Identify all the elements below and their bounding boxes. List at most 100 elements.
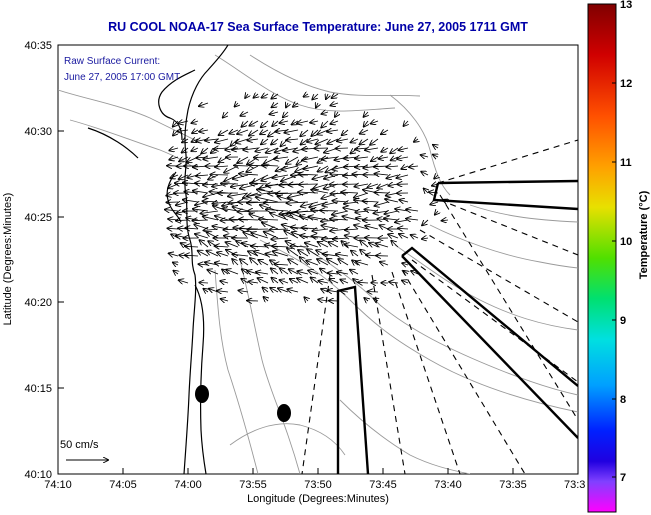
current-vector	[321, 120, 329, 128]
current-vector	[262, 165, 279, 166]
current-vector	[387, 166, 399, 167]
current-vector	[280, 268, 289, 275]
colorbar-tick-label: 7	[620, 472, 626, 484]
current-vector	[327, 259, 339, 266]
current-vector	[380, 225, 389, 229]
current-vector	[380, 262, 389, 265]
current-vector	[411, 235, 419, 238]
current-vector	[235, 103, 238, 107]
current-vector	[304, 94, 308, 97]
current-vector	[297, 278, 309, 284]
current-vector	[345, 245, 359, 248]
current-vector	[409, 166, 419, 167]
current-annotation-line1: Raw Surface Current:	[64, 56, 160, 67]
current-vector	[286, 103, 288, 107]
current-vector	[401, 166, 409, 169]
y-tick-label: 40:25	[24, 212, 52, 224]
current-vector	[299, 174, 319, 175]
current-vector	[286, 139, 299, 140]
y-tick-label: 40:35	[24, 40, 52, 52]
current-vector	[371, 121, 379, 124]
current-vector	[422, 238, 429, 239]
current-vector	[221, 220, 239, 221]
current-vector	[421, 155, 429, 157]
chart-title: RU COOL NOAA-17 Sea Surface Temperature:…	[108, 20, 528, 34]
current-vector	[228, 192, 249, 196]
current-vector	[433, 155, 438, 157]
current-vector	[271, 94, 279, 99]
current-vector	[199, 283, 209, 284]
current-vector	[258, 278, 269, 284]
current-vector	[170, 175, 179, 178]
current-vector	[305, 243, 319, 248]
current-vector	[381, 148, 389, 152]
current-vector	[191, 148, 199, 151]
colorbar-label: Temperature (°C)	[638, 190, 650, 279]
current-vector	[280, 280, 289, 283]
current-vector	[397, 175, 409, 178]
current-vector	[274, 157, 289, 159]
current-vector	[239, 219, 259, 220]
colorbar-tick-label: 13	[620, 0, 632, 11]
current-vector	[379, 157, 389, 159]
current-vector	[322, 112, 329, 114]
current-vector	[360, 130, 369, 134]
current-vector	[215, 139, 229, 142]
current-vector	[217, 291, 229, 292]
current-vector	[195, 234, 209, 239]
current-vector	[182, 148, 189, 153]
current-vector	[298, 250, 309, 257]
current-vector	[251, 233, 269, 239]
current-vector	[404, 271, 408, 274]
current-vector	[272, 278, 279, 284]
colorbar-tick-label: 12	[620, 78, 632, 90]
current-vector	[223, 111, 228, 118]
current-vector	[262, 94, 269, 98]
current-vector	[293, 103, 298, 107]
current-vector	[259, 219, 279, 220]
current-vector	[276, 193, 299, 194]
current-vector	[254, 94, 258, 98]
current-vector	[391, 241, 399, 248]
current-vector	[232, 259, 239, 266]
current-vector	[300, 129, 309, 136]
current-vector	[434, 175, 438, 179]
current-vector	[311, 190, 329, 193]
current-vector	[404, 121, 409, 126]
current-vector	[328, 290, 339, 292]
current-vector	[169, 253, 179, 256]
current-vector	[240, 259, 249, 266]
current-vector	[272, 103, 279, 107]
current-vector	[248, 139, 259, 140]
current-vector	[389, 282, 399, 283]
current-vector	[337, 139, 349, 141]
current-vector	[199, 130, 209, 132]
current-vector	[327, 130, 339, 132]
current-vector	[337, 272, 349, 274]
current-vector	[381, 130, 389, 134]
current-vector	[201, 147, 209, 154]
current-vector	[422, 219, 429, 225]
current-vector	[297, 271, 309, 274]
current-vector	[271, 268, 279, 275]
current-vector	[179, 280, 189, 283]
current-vector	[237, 156, 249, 163]
current-vector	[282, 165, 299, 170]
current-vector	[328, 242, 339, 248]
current-vector	[424, 189, 428, 193]
current-vector	[397, 157, 409, 159]
y-tick-label: 40:15	[24, 383, 52, 395]
current-vector	[234, 165, 249, 166]
current-vector	[192, 130, 199, 133]
current-vector	[368, 292, 379, 293]
current-vector	[247, 192, 269, 196]
current-vector	[318, 281, 329, 283]
current-vector	[196, 175, 209, 176]
current-vector	[398, 228, 409, 229]
current-vector	[271, 138, 279, 145]
current-vector	[168, 228, 179, 229]
current-vector	[406, 209, 419, 211]
current-vector	[215, 166, 229, 167]
current-vector	[169, 157, 179, 160]
